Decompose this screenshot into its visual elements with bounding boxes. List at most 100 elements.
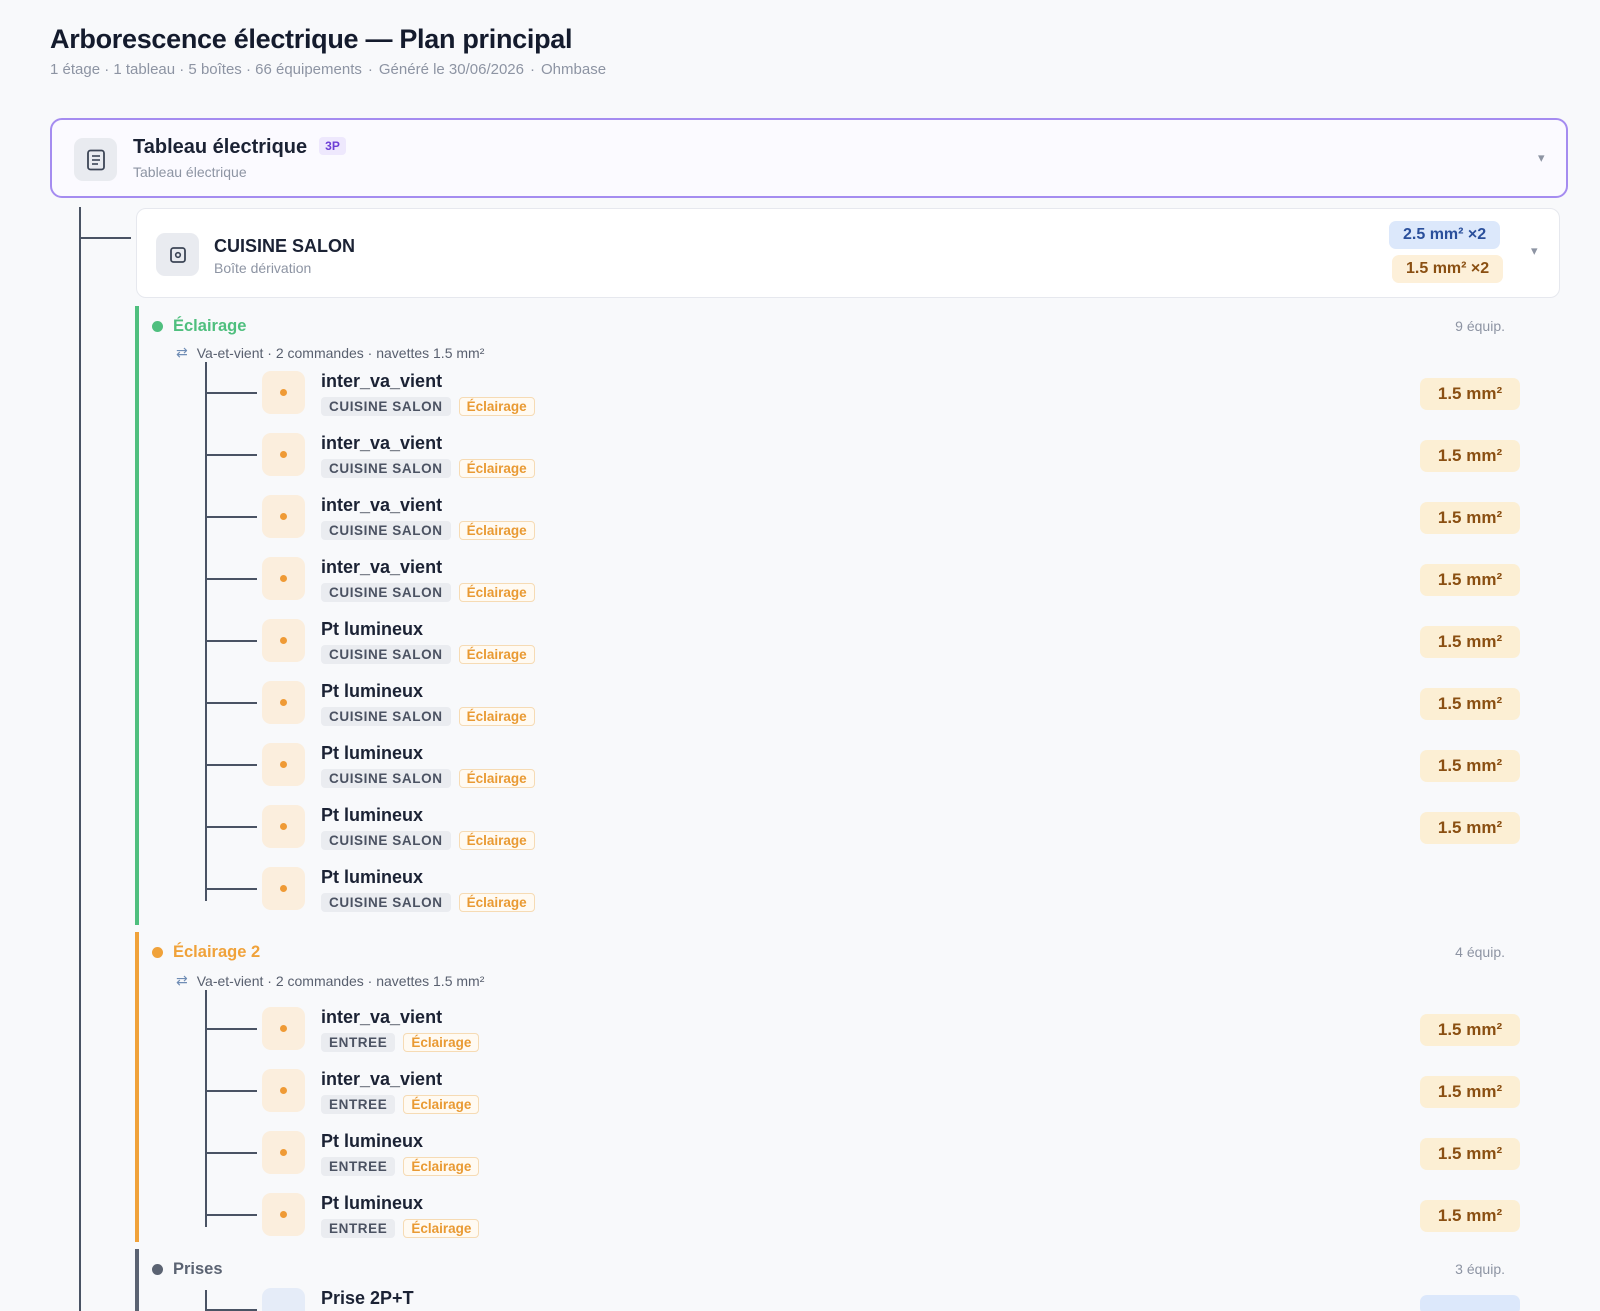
equipment-dot xyxy=(280,451,287,458)
category-tag: Éclairage xyxy=(458,831,535,850)
room-tag: ENTREE xyxy=(321,1157,396,1176)
box-name: CUISINE SALON xyxy=(214,236,356,256)
tree-branch-line xyxy=(79,237,131,239)
circuit-name: Éclairage xyxy=(173,316,247,335)
circuit-header[interactable]: Éclairage xyxy=(152,315,246,337)
equipment-dot xyxy=(280,823,287,830)
equipment-icon xyxy=(262,743,305,786)
circuit-color-bar xyxy=(135,932,139,1242)
equipment-icon xyxy=(262,867,305,910)
equipment-icon xyxy=(262,371,305,414)
section-badge: 1.5 mm² xyxy=(1420,564,1520,596)
equipment-icon xyxy=(262,1288,305,1311)
equipment-tags: CUISINE SALON Éclairage xyxy=(321,893,535,912)
wiring-note-text: Va-et-vient · 2 commandes · navettes 1.5… xyxy=(196,972,485,989)
equipment-count: 9 équip. xyxy=(1455,318,1505,334)
equipment-name[interactable]: Pt lumineux xyxy=(321,619,424,639)
equipment-icon xyxy=(262,1069,305,1112)
room-tag: ENTREE xyxy=(321,1033,396,1052)
equipment-dot xyxy=(280,761,287,768)
equipment-tags: ENTREE Éclairage xyxy=(321,1157,480,1176)
circuit-name: Éclairage 2 xyxy=(173,942,261,961)
wiring-note-text: Va-et-vient · 2 commandes · navettes 1.5… xyxy=(196,344,485,361)
tree-branch-line xyxy=(205,1028,257,1030)
equipment-count: 3 équip. xyxy=(1455,1261,1505,1277)
room-tag: CUISINE SALON xyxy=(321,831,451,850)
swap-icon: ⇄ xyxy=(176,972,188,988)
equipment-name[interactable]: Pt lumineux xyxy=(321,867,424,887)
section-badge: 1.5 mm² xyxy=(1420,440,1520,472)
brand-name: Ohmbase xyxy=(541,61,607,78)
equipment-name[interactable]: Prise 2P+T xyxy=(321,1288,414,1308)
chevron-down-icon[interactable]: ▾ xyxy=(1531,243,1538,258)
room-tag: CUISINE SALON xyxy=(321,707,451,726)
tree-branch-line xyxy=(205,1152,257,1154)
equipment-name[interactable]: Pt lumineux xyxy=(321,1193,424,1213)
room-tag: CUISINE SALON xyxy=(321,459,451,478)
equipment-dot xyxy=(280,575,287,582)
equipment-name[interactable]: inter_va_vient xyxy=(321,1069,443,1089)
section-badge: 1.5 mm² xyxy=(1420,1200,1520,1232)
room-tag: CUISINE SALON xyxy=(321,893,451,912)
category-tag: Éclairage xyxy=(458,645,535,664)
circuit-header[interactable]: Éclairage 2 xyxy=(152,941,260,963)
equipment-name[interactable]: Pt lumineux xyxy=(321,681,424,701)
equipment-name[interactable]: inter_va_vient xyxy=(321,557,443,577)
tree-branch-line xyxy=(205,702,257,704)
box-subtitle: Boîte dérivation xyxy=(214,260,312,276)
tree-branch-line xyxy=(205,392,257,394)
room-tag: ENTREE xyxy=(321,1219,396,1238)
section-badge: 2.5 mm² ×2 xyxy=(1389,221,1501,249)
equipment-tags: ENTREE Éclairage xyxy=(321,1219,480,1238)
equipment-tags: CUISINE SALON Éclairage xyxy=(321,645,535,664)
equipment-dot xyxy=(280,389,287,396)
tree-branch-line xyxy=(205,516,257,518)
equipment-tags: CUISINE SALON Éclairage xyxy=(321,769,535,788)
room-tag: CUISINE SALON xyxy=(321,521,451,540)
wiring-note: ⇄ Va-et-vient · 2 commandes · navettes 1.… xyxy=(176,972,484,989)
equipment-dot xyxy=(280,637,287,644)
section-badge: 1.5 mm² xyxy=(1420,688,1520,720)
equipment-name[interactable]: Pt lumineux xyxy=(321,805,424,825)
equipment-icon xyxy=(262,619,305,662)
equipment-tags: ENTREE Éclairage xyxy=(321,1095,480,1114)
tree-branch-line xyxy=(205,888,257,890)
equipment-name[interactable]: Pt lumineux xyxy=(321,1131,424,1151)
panel-icon xyxy=(74,138,117,181)
circuit-color-bar xyxy=(135,1249,139,1311)
circuit-header[interactable]: Prises xyxy=(152,1258,223,1280)
section-badge: 1.5 mm² xyxy=(1420,626,1520,658)
equipment-name[interactable]: inter_va_vient xyxy=(321,495,443,515)
category-tag: Éclairage xyxy=(458,893,535,912)
equipment-tags: ENTREE Éclairage xyxy=(321,1033,480,1052)
tree-branch-line xyxy=(205,454,257,456)
section-badge: 1.5 mm² xyxy=(1420,750,1520,782)
equipment-tags: CUISINE SALON Éclairage xyxy=(321,707,535,726)
equipment-name[interactable]: inter_va_vient xyxy=(321,1007,443,1027)
section-badge: 1.5 mm² xyxy=(1420,1138,1520,1170)
equipment-tags: CUISINE SALON Éclairage xyxy=(321,521,535,540)
equipment-name[interactable]: Pt lumineux xyxy=(321,743,424,763)
room-tag: CUISINE SALON xyxy=(321,583,451,602)
equipment-icon xyxy=(262,1007,305,1050)
equipment-tags: CUISINE SALON Éclairage xyxy=(321,583,535,602)
tree-branch-line xyxy=(205,826,257,828)
chevron-down-icon[interactable]: ▾ xyxy=(1538,150,1545,165)
equipment-icon xyxy=(262,805,305,848)
section-badge xyxy=(1420,1295,1520,1311)
junction-box-icon xyxy=(156,233,199,276)
tree-branch-line xyxy=(205,1214,257,1216)
equipment-icon xyxy=(262,681,305,724)
junction-box-card[interactable]: CUISINE SALON Boîte dérivation 2.5 mm² ×… xyxy=(136,208,1560,298)
equipment-name[interactable]: inter_va_vient xyxy=(321,371,443,391)
tableau-card[interactable]: Tableau électrique 3P Tableau électrique … xyxy=(50,118,1568,198)
section-badge: 1.5 mm² xyxy=(1420,812,1520,844)
category-tag: Éclairage xyxy=(403,1095,480,1114)
section-badge: 1.5 mm² xyxy=(1420,1014,1520,1046)
category-tag: Éclairage xyxy=(458,707,535,726)
equipment-dot xyxy=(280,1211,287,1218)
tree-branch-line xyxy=(205,640,257,642)
tableau-name: Tableau électrique 3P xyxy=(133,136,346,159)
equipment-name[interactable]: inter_va_vient xyxy=(321,433,443,453)
circuit-dot xyxy=(152,946,163,958)
